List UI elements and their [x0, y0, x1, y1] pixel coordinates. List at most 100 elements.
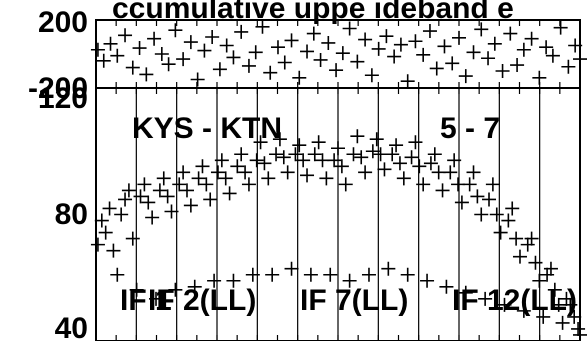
amp-point [400, 267, 415, 282]
phase-point [524, 31, 539, 46]
amp-point [489, 207, 504, 222]
amp-point [296, 153, 311, 168]
phase-ticks [95, 20, 581, 88]
phase-point [168, 23, 183, 38]
amp-point [149, 291, 164, 306]
amp-point [164, 204, 179, 219]
phase-point [125, 60, 140, 75]
phase-point [481, 51, 496, 66]
annotation-if7: IF 7(LL) [300, 284, 408, 317]
amp-point [389, 138, 404, 153]
annotation-if12: IF 12(LL) [452, 284, 577, 317]
phase-point [429, 61, 444, 76]
amp-point [524, 231, 539, 246]
phase-point [416, 47, 431, 62]
amp-point [543, 261, 558, 276]
amp-point [361, 267, 376, 282]
amp-point [358, 165, 373, 180]
phase-point [277, 55, 292, 70]
amp-point [300, 168, 315, 183]
amp-point [90, 237, 105, 252]
amp-point [214, 153, 229, 168]
phase-point [90, 42, 105, 57]
phase-point [212, 62, 227, 77]
phase-point [516, 42, 531, 57]
phase-ytick-label-top: 200 [38, 6, 88, 39]
amp-ytick-label-120: 120 [38, 82, 88, 115]
phase-point [96, 53, 111, 68]
amp-point [416, 177, 431, 192]
amp-point [284, 261, 299, 276]
phase-point [270, 40, 285, 55]
amp-point [567, 309, 582, 324]
amp-point [238, 165, 253, 180]
amp-point [573, 327, 587, 341]
amp-point [207, 273, 222, 288]
phase-point [532, 70, 547, 85]
amp-point [470, 189, 485, 204]
amp-point [292, 138, 307, 153]
amp-point [160, 189, 175, 204]
amp-point [222, 186, 237, 201]
amp-point [234, 147, 249, 162]
phase-point [437, 39, 452, 54]
amp-point [385, 147, 400, 162]
title-group: ccumulative uppe ideband e [112, 0, 514, 25]
amp-point [199, 177, 214, 192]
phase-point [371, 41, 386, 56]
amp-point [493, 225, 508, 240]
amp-point [272, 132, 287, 147]
amp-point [571, 321, 586, 336]
amp-point [121, 183, 136, 198]
phase-point [118, 28, 133, 43]
amp-point [133, 189, 148, 204]
amp-points [90, 129, 587, 341]
amp-point [245, 267, 260, 282]
amp-point [269, 147, 284, 162]
amp-point [257, 156, 272, 171]
phase-point [190, 72, 205, 87]
amp-point [412, 159, 427, 174]
amp-point [152, 183, 167, 198]
amp-point [141, 195, 156, 210]
amp-point [210, 165, 225, 180]
amp-point [106, 243, 121, 258]
amp-point [516, 303, 531, 318]
amp-point [226, 273, 241, 288]
phase-point [573, 52, 587, 67]
phase-point [234, 24, 249, 39]
phase-point [568, 38, 583, 53]
phase-point [161, 57, 176, 72]
amp-ytick-label-80: 80 [55, 198, 88, 231]
phase-point [379, 29, 394, 44]
amp-point [532, 273, 547, 288]
amp-point [420, 273, 435, 288]
amp-point [439, 279, 454, 294]
amp-point [203, 192, 218, 207]
amp-point [377, 162, 392, 177]
amp-point [381, 261, 396, 276]
phase-point [487, 36, 502, 51]
phase-point [321, 35, 336, 50]
phase-point [313, 52, 328, 67]
amp-point [482, 192, 497, 207]
amp-point [276, 150, 291, 165]
amp-point [168, 282, 183, 297]
amp-point [176, 165, 191, 180]
phase-point [139, 67, 154, 82]
annotation-if2: IF 2(LL) [148, 284, 256, 317]
amp-point [509, 231, 524, 246]
amp-point [435, 183, 450, 198]
amp-point [505, 201, 520, 216]
amp-point [408, 135, 423, 150]
phase-point [466, 45, 481, 60]
amp-point [183, 198, 198, 213]
amp-point [125, 231, 140, 246]
phase-point [342, 21, 357, 36]
amp-point [261, 171, 276, 186]
annotation-scan: 5 - 7 [440, 112, 500, 145]
amp-point [249, 153, 264, 168]
amp-point [365, 144, 380, 159]
amp-point [241, 177, 256, 192]
